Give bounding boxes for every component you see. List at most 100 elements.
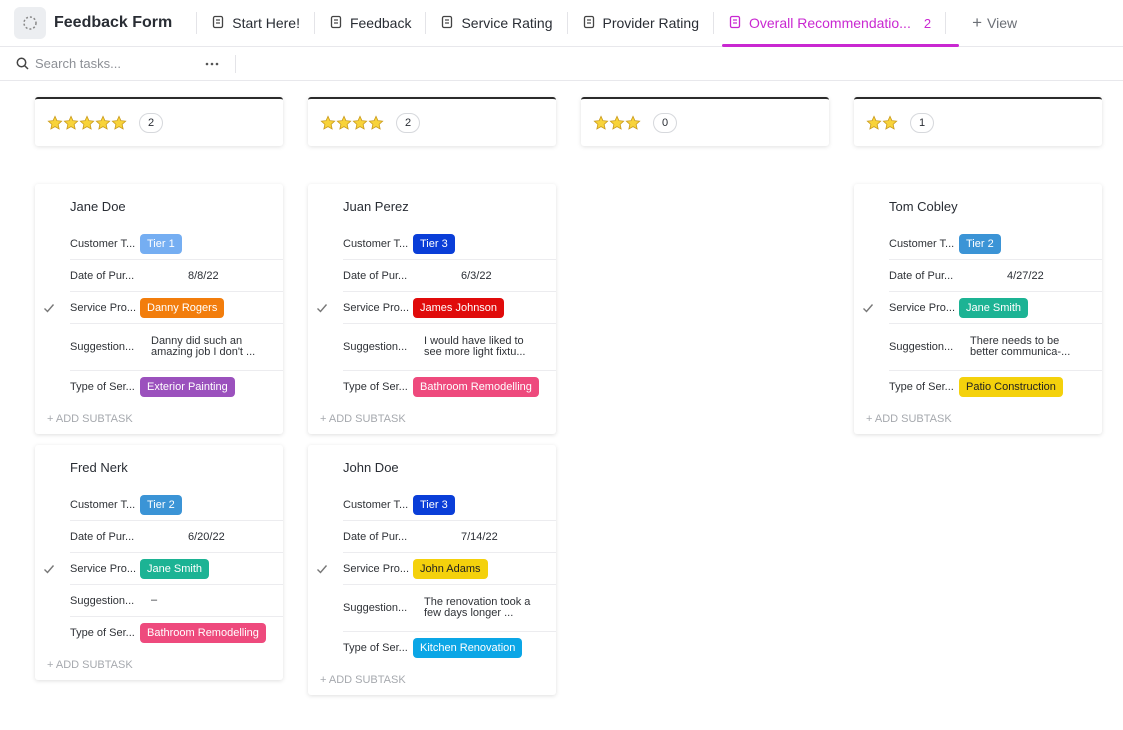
field-label: Service Pro... — [343, 562, 410, 575]
field-label: Suggestion... — [70, 594, 135, 607]
field-label: Service Pro... — [70, 562, 137, 575]
field-tag[interactable]: Patio Construction — [959, 377, 1063, 397]
field-label: Service Pro... — [889, 301, 956, 314]
tabs: Start Here! Feedback Service Rating Provide… — [203, 0, 960, 47]
board-column: 0 — [581, 97, 829, 184]
field-tag[interactable]: Tier 3 — [413, 494, 455, 515]
field-label: Date of Pur... — [70, 530, 135, 543]
field-row: Suggestion... – — [70, 585, 283, 617]
field-row: Type of Ser... Bathroom Remodelling — [70, 617, 283, 649]
field-row: Service Pro... James Johnson — [317, 292, 556, 324]
field-row: Customer T... Tier 3 — [343, 228, 556, 260]
field-tag[interactable]: Jane Smith — [140, 558, 210, 579]
field-tag[interactable]: Tier 2 — [140, 494, 182, 515]
field-tag[interactable]: Danny Rogers — [140, 297, 225, 318]
add-subtask[interactable]: + ADD SUBTASK — [47, 659, 133, 671]
view-tab[interactable]: Feedback — [321, 0, 419, 47]
field-label: Customer T... — [889, 237, 955, 250]
field-tag[interactable]: Kitchen Renovation — [413, 638, 523, 658]
tab-label: Feedback — [349, 15, 412, 31]
space-icon[interactable] — [14, 7, 46, 39]
field-row: Date of Pur... 6/20/22 — [70, 521, 283, 553]
field-tag[interactable]: James Johnson — [413, 297, 505, 318]
view-tab[interactable]: Service Rating — [432, 0, 560, 47]
field-label: Suggestion... — [889, 341, 954, 353]
field-tag[interactable]: Tier 2 — [959, 233, 1001, 254]
field-tag[interactable]: Bathroom Remodelling — [140, 623, 266, 643]
view-tab[interactable]: Provider Rating — [574, 0, 708, 47]
fields: Customer T... Tier 3 Date of Pur... 6/3/22 S… — [308, 228, 556, 403]
field-label: Type of Ser... — [70, 381, 135, 393]
task-card[interactable]: Fred Nerk Customer T... Tier 2 Date of Pur.… — [35, 445, 283, 680]
add-view[interactable]: + View — [972, 13, 1018, 32]
board-column: 2 Juan Perez Customer T... Tier 3 Date of Pu… — [308, 97, 556, 695]
check-icon[interactable] — [862, 302, 874, 314]
list-title[interactable]: Feedback Form — [54, 14, 173, 31]
field-label: Customer T... — [70, 498, 136, 511]
field-tag[interactable]: Exterior Painting — [140, 377, 235, 397]
field-value: Danny did such an amazing job I don't ..… — [151, 335, 256, 358]
field-value: 7/14/22 — [461, 530, 498, 543]
field-label: Suggestion... — [343, 341, 408, 353]
field-label: Type of Ser... — [889, 381, 954, 393]
rating-stars — [320, 114, 384, 131]
field-label: Type of Ser... — [343, 642, 408, 654]
field-row: Customer T... Tier 2 — [889, 228, 1102, 260]
fields: Customer T... Tier 2 Date of Pur... 4/27/22… — [854, 228, 1102, 403]
tab-icon — [582, 15, 596, 32]
tab-icon — [329, 15, 343, 32]
field-label: Customer T... — [343, 498, 409, 511]
field-tag[interactable]: Bathroom Remodelling — [413, 377, 539, 397]
field-label: Suggestion... — [70, 341, 135, 353]
column-count: 2 — [396, 112, 420, 133]
rating-stars — [866, 114, 898, 131]
field-label: Date of Pur... — [889, 269, 954, 282]
add-subtask[interactable]: + ADD SUBTASK — [320, 674, 406, 686]
tab-icon — [211, 15, 225, 32]
field-row: Service Pro... Jane Smith — [863, 292, 1102, 324]
more-button[interactable] — [205, 62, 219, 66]
field-value: 6/3/22 — [461, 269, 492, 282]
column-header: 2 — [308, 97, 556, 146]
check-icon[interactable] — [43, 302, 55, 314]
check-icon[interactable] — [316, 563, 328, 575]
check-icon[interactable] — [43, 563, 55, 575]
tab-icon — [440, 15, 454, 32]
task-name: Fred Nerk — [70, 459, 128, 475]
add-subtask[interactable]: + ADD SUBTASK — [320, 413, 406, 425]
field-row: Service Pro... Danny Rogers — [44, 292, 283, 324]
task-card[interactable]: Juan Perez Customer T... Tier 3 Date of Pur… — [308, 184, 556, 434]
field-tag[interactable]: John Adams — [413, 558, 488, 579]
tab-label: Service Rating — [461, 15, 553, 31]
field-tag[interactable]: Tier 3 — [413, 233, 455, 254]
field-row: Type of Ser... Exterior Painting — [70, 371, 283, 403]
field-row: Date of Pur... 4/27/22 — [889, 260, 1102, 292]
fields: Customer T... Tier 3 Date of Pur... 7/14/22… — [308, 489, 556, 664]
task-card[interactable]: Tom Cobley Customer T... Tier 2 Date of Pur… — [854, 184, 1102, 434]
field-tag[interactable]: Jane Smith — [959, 297, 1029, 318]
field-row: Date of Pur... 8/8/22 — [70, 260, 283, 292]
add-subtask[interactable]: + ADD SUBTASK — [47, 413, 133, 425]
card-list: Juan Perez Customer T... Tier 3 Date of Pur… — [308, 184, 556, 695]
fields: Customer T... Tier 1 Date of Pur... 8/8/22 S… — [35, 228, 283, 403]
field-tag[interactable]: Tier 1 — [140, 233, 182, 254]
search-input[interactable]: Search tasks... — [35, 56, 121, 71]
field-value: There needs to be better communica-... — [970, 335, 1071, 358]
task-name: Jane Doe — [70, 198, 126, 214]
tab-label: Start Here! — [232, 15, 300, 31]
add-subtask[interactable]: + ADD SUBTASK — [866, 413, 952, 425]
field-label: Customer T... — [343, 237, 409, 250]
task-card[interactable]: John Doe Customer T... Tier 3 Date of Pur..… — [308, 445, 556, 695]
check-icon[interactable] — [316, 302, 328, 314]
field-value: 4/27/22 — [1007, 269, 1044, 282]
column-count: 2 — [139, 112, 163, 133]
field-row: Service Pro... John Adams — [317, 553, 556, 585]
field-row: Type of Ser... Kitchen Renovation — [343, 632, 556, 664]
add-view-label: View — [987, 15, 1018, 31]
view-tab[interactable]: Start Here! — [203, 0, 308, 47]
task-card[interactable]: Jane Doe Customer T... Tier 1 Date of Pur..… — [35, 184, 283, 434]
field-row: Type of Ser... Patio Construction — [889, 371, 1102, 403]
view-tab[interactable]: Overall Recommendatio... 2 — [720, 0, 960, 47]
